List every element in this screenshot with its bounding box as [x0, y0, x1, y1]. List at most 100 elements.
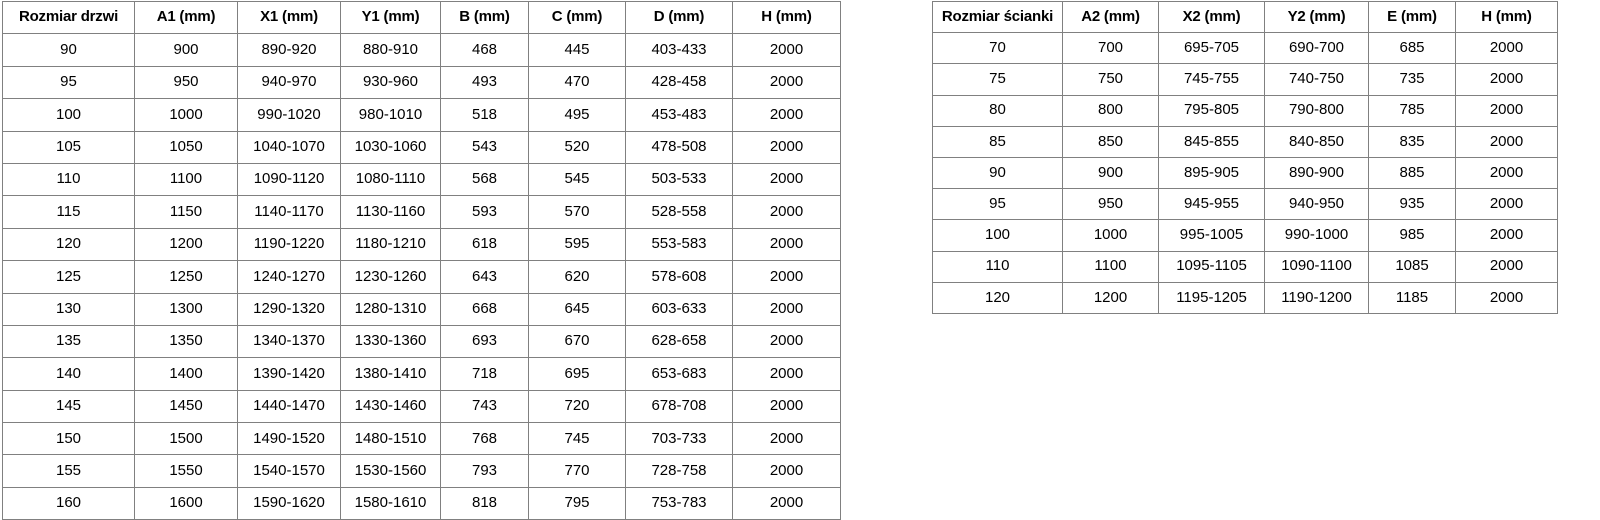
cell-r13-c1: 1550	[134, 454, 238, 488]
cell-r2-c6: 453-483	[625, 98, 733, 132]
column-header-2: X1 (mm)	[237, 0, 341, 35]
cell-r3-c1: 850	[1062, 125, 1159, 158]
cell-r11-c4: 743	[440, 389, 529, 424]
table-row: 140 1400 1390-1420 1380-1410 718 695 653-683 20…	[2, 357, 841, 391]
cell-r1-c0: 75	[932, 63, 1063, 96]
cell-r8-c1: 1300	[134, 292, 238, 326]
cell-r5-c7: 2000	[732, 195, 841, 229]
cell-r3-c6: 478-508	[625, 130, 733, 164]
cell-r12-c2: 1490-1520	[237, 422, 341, 456]
cell-r13-c3: 1530-1560	[340, 454, 441, 488]
cell-r10-c4: 718	[440, 357, 529, 391]
cell-r11-c5: 720	[528, 389, 626, 424]
cell-r3-c4: 543	[440, 130, 529, 164]
table-row: 70 700 695-705 690-700 685 2000	[932, 32, 1558, 65]
cell-r8-c0: 120	[932, 281, 1063, 314]
cell-r1-c7: 2000	[732, 65, 841, 100]
table-row: 155 1550 1540-1570 1530-1560 793 770 728-758 20…	[2, 454, 841, 488]
cell-r4-c3: 890-900	[1264, 156, 1369, 190]
cell-r5-c3: 1130-1160	[340, 195, 441, 229]
cell-r12-c5: 745	[528, 422, 626, 456]
cell-r4-c5: 2000	[1455, 156, 1558, 190]
cell-r0-c4: 685	[1368, 32, 1456, 65]
cell-r1-c1: 950	[134, 65, 238, 100]
cell-r9-c6: 628-658	[625, 324, 733, 359]
cell-r4-c6: 503-533	[625, 162, 733, 197]
cell-r13-c5: 770	[528, 454, 626, 488]
cell-r6-c6: 553-583	[625, 227, 733, 262]
column-header-5: H (mm)	[1455, 0, 1558, 34]
column-header-3: Y1 (mm)	[340, 0, 441, 35]
cell-r11-c0: 145	[2, 389, 135, 424]
cell-r2-c0: 100	[2, 98, 135, 132]
cell-r3-c2: 1040-1070	[237, 130, 341, 164]
cell-r11-c6: 678-708	[625, 389, 733, 424]
column-header-4: E (mm)	[1368, 0, 1456, 34]
column-header-7: H (mm)	[732, 0, 841, 35]
cell-r0-c5: 445	[528, 33, 626, 67]
cell-r8-c0: 130	[2, 292, 135, 326]
cell-r6-c7: 2000	[732, 227, 841, 262]
cell-r1-c4: 735	[1368, 63, 1456, 96]
cell-r4-c1: 1100	[134, 162, 238, 197]
doors-table-header: Rozmiar drzwi A1 (mm) X1 (mm) Y1 (mm) B (mm)…	[2, 0, 841, 35]
cell-r4-c0: 90	[932, 156, 1063, 190]
cell-r9-c2: 1340-1370	[237, 324, 341, 359]
table-row: 100 1000 995-1005 990-1000 985 2000	[932, 219, 1558, 252]
cell-r0-c1: 900	[134, 33, 238, 67]
cell-r9-c4: 693	[440, 324, 529, 359]
cell-r10-c1: 1400	[134, 357, 238, 391]
cell-r3-c3: 1030-1060	[340, 130, 441, 164]
cell-r6-c2: 995-1005	[1158, 219, 1265, 252]
cell-r8-c5: 2000	[1455, 281, 1558, 314]
cell-r4-c4: 568	[440, 162, 529, 197]
cell-r12-c7: 2000	[732, 422, 841, 456]
table-row: 110 1100 1090-1120 1080-1110 568 545 503-533 20…	[2, 162, 841, 197]
column-header-4: B (mm)	[440, 0, 529, 35]
cell-r3-c4: 835	[1368, 125, 1456, 158]
cell-r0-c6: 403-433	[625, 33, 733, 67]
cell-r12-c6: 703-733	[625, 422, 733, 456]
cell-r3-c5: 520	[528, 130, 626, 164]
cell-r4-c7: 2000	[732, 162, 841, 197]
cell-r5-c1: 950	[1062, 188, 1159, 221]
door-size-specification-table: Rozmiar drzwi A1 (mm) X1 (mm) Y1 (mm) B (mm)…	[2, 0, 841, 520]
cell-r4-c4: 885	[1368, 156, 1456, 190]
cell-r9-c3: 1330-1360	[340, 324, 441, 359]
cell-r2-c3: 980-1010	[340, 98, 441, 132]
cell-r1-c4: 493	[440, 65, 529, 100]
cell-r5-c1: 1150	[134, 195, 238, 229]
cell-r4-c5: 545	[528, 162, 626, 197]
cell-r6-c2: 1190-1220	[237, 227, 341, 262]
table-row: 160 1600 1590-1620 1580-1610 818 795 753-783 20…	[2, 486, 841, 520]
table-row: 95 950 945-955 940-950 935 2000	[932, 188, 1558, 221]
cell-r7-c2: 1095-1105	[1158, 250, 1265, 283]
walls-table-body: 70 700 695-705 690-700 685 2000 75 750 745-755 74…	[932, 32, 1558, 314]
wall-panel-size-specification-table: Rozmiar ścianki A2 (mm) X2 (mm) Y2 (mm) E (m…	[932, 0, 1558, 314]
cell-r3-c3: 840-850	[1264, 125, 1369, 158]
cell-r6-c0: 120	[2, 227, 135, 262]
cell-r13-c0: 155	[2, 454, 135, 488]
cell-r11-c1: 1450	[134, 389, 238, 424]
cell-r3-c1: 1050	[134, 130, 238, 164]
cell-r10-c0: 140	[2, 357, 135, 391]
cell-r1-c1: 750	[1062, 63, 1159, 96]
cell-r1-c2: 940-970	[237, 65, 341, 100]
cell-r5-c3: 940-950	[1264, 188, 1369, 221]
cell-r0-c0: 90	[2, 33, 135, 67]
cell-r4-c3: 1080-1110	[340, 162, 441, 197]
cell-r3-c7: 2000	[732, 130, 841, 164]
table-row: 135 1350 1340-1370 1330-1360 693 670 628-658 20…	[2, 324, 841, 359]
cell-r6-c3: 1180-1210	[340, 227, 441, 262]
cell-r14-c2: 1590-1620	[237, 486, 341, 520]
cell-r2-c3: 790-800	[1264, 94, 1369, 127]
cell-r4-c2: 1090-1120	[237, 162, 341, 197]
cell-r6-c0: 100	[932, 219, 1063, 252]
table-row: 80 800 795-805 790-800 785 2000	[932, 94, 1558, 127]
cell-r2-c5: 495	[528, 98, 626, 132]
column-header-3: Y2 (mm)	[1264, 0, 1369, 34]
table-row: 150 1500 1490-1520 1480-1510 768 745 703-733 20…	[2, 422, 841, 456]
cell-r10-c2: 1390-1420	[237, 357, 341, 391]
cell-r6-c4: 618	[440, 227, 529, 262]
column-header-5: C (mm)	[528, 0, 626, 35]
